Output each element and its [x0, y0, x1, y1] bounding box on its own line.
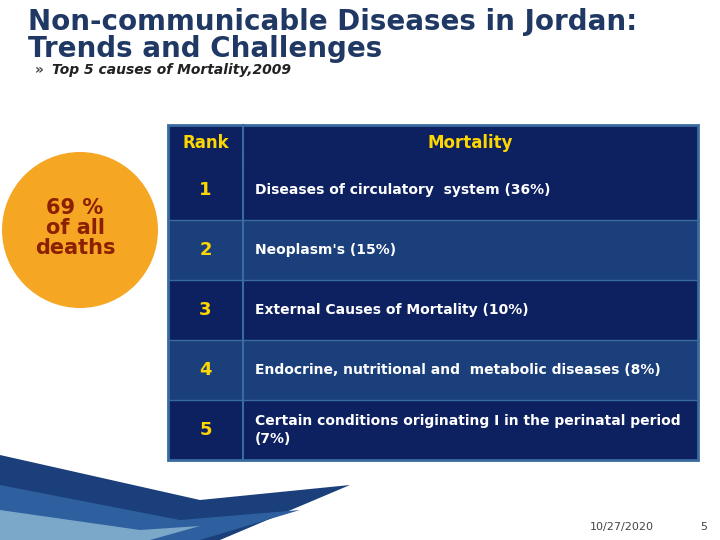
- Text: 10/27/2020: 10/27/2020: [590, 522, 654, 532]
- Text: 69 %: 69 %: [46, 198, 104, 218]
- Text: Endocrine, nutritional and  metabolic diseases (8%): Endocrine, nutritional and metabolic dis…: [255, 363, 661, 377]
- Text: »: »: [35, 63, 44, 77]
- Text: Rank: Rank: [182, 133, 229, 152]
- Text: 5: 5: [700, 522, 707, 532]
- Text: Diseases of circulatory  system (36%): Diseases of circulatory system (36%): [255, 183, 551, 197]
- Text: 2: 2: [199, 241, 212, 259]
- Text: Trends and Challenges: Trends and Challenges: [28, 35, 382, 63]
- Polygon shape: [0, 510, 200, 540]
- Circle shape: [2, 152, 158, 308]
- Text: of all: of all: [45, 218, 104, 238]
- Text: Mortality: Mortality: [428, 133, 513, 152]
- Bar: [168, 125, 698, 160]
- Bar: [168, 125, 698, 460]
- Bar: [168, 160, 698, 220]
- Text: Top 5 causes of Mortality,2009: Top 5 causes of Mortality,2009: [52, 63, 291, 77]
- Bar: [168, 280, 698, 340]
- Bar: [168, 220, 698, 280]
- Polygon shape: [0, 485, 300, 540]
- Text: 3: 3: [199, 301, 212, 319]
- Polygon shape: [0, 455, 350, 540]
- Bar: [168, 400, 698, 460]
- Text: 5: 5: [199, 421, 212, 439]
- Text: 1: 1: [199, 181, 212, 199]
- Text: Neoplasm's (15%): Neoplasm's (15%): [255, 243, 396, 257]
- Text: deaths: deaths: [35, 238, 115, 258]
- Bar: [168, 340, 698, 400]
- Text: Certain conditions originating I in the perinatal period
(7%): Certain conditions originating I in the …: [255, 414, 680, 446]
- Text: 4: 4: [199, 361, 212, 379]
- Text: Non-communicable Diseases in Jordan:: Non-communicable Diseases in Jordan:: [28, 8, 637, 36]
- Text: External Causes of Mortality (10%): External Causes of Mortality (10%): [255, 303, 528, 317]
